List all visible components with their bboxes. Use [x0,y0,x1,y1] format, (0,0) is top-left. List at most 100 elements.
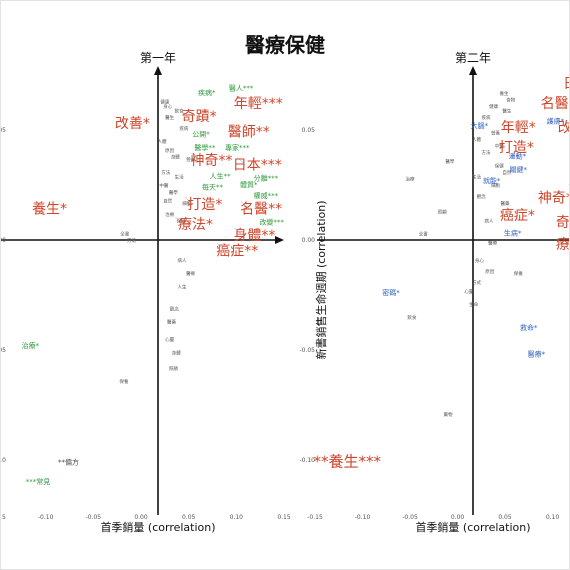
background-word: 食物 [506,96,515,103]
leader-line [234,227,243,236]
background-word: 病人 [484,217,493,224]
background-word: 疾病 [482,114,491,121]
panel-year1: 第一年 -0.15 -0.10 -0.05 0.00 0.05 0.10 0.15 首季銷量 (… [0,51,291,534]
point-label-常見: ***常見 [26,477,51,486]
leader-line [175,216,184,225]
background-word: 心靈 [464,288,473,295]
y-axis-arrow [154,66,162,75]
background-word: 醫療 [488,239,497,246]
leader-line [217,243,226,251]
point-label-大腦: 大腦* [471,121,489,130]
point-label-密碼: 密碼* [382,288,400,297]
background-word: 生活 [175,173,184,180]
x-axis-label: 首季銷量 (correlation) [100,520,215,534]
point-label-療法: 療法* [556,236,570,253]
background-word: 方法 [127,237,136,244]
x-tick-label: 0.00 [134,514,148,521]
background-word: 觀念 [170,305,179,312]
point-label-公開: 公開* [192,131,210,139]
point-label-癌症: 癌症** [216,243,258,259]
background-word: 細胞 [491,182,500,189]
background-word: 健康 [489,103,498,110]
background-word: 健康 [160,99,169,106]
background-word: 保健 [177,217,186,224]
y-tick-label: -0.05 [0,347,6,354]
background-word: 生活 [472,173,481,180]
point-label-身體: 身體** [233,228,275,244]
x-tick-label: 0.10 [546,514,560,521]
background-word: 方式 [472,279,481,286]
background-word: 飲食 [175,107,184,114]
x-tick-label: -0.10 [355,514,371,521]
point-label-醫療: 醫療* [528,350,546,359]
point-label-癌症: 癌症* [500,208,535,224]
background-word: 全書 [120,231,129,238]
point-label-打造: 打造* [499,139,534,156]
point-label-救命: 救命* [520,323,538,332]
leader-line [184,197,194,205]
background-word: 醫藥 [501,200,510,207]
point-label-分離: 分離*** [254,174,279,183]
background-word: 自然 [502,169,511,176]
background-word: 疾病 [179,125,188,132]
point-label-日本: 日本*** [233,158,282,174]
background-word: 身體 [171,154,180,161]
point-label-醫學: 醫學** [194,143,215,152]
point-label-養生: **養生*** [314,453,382,471]
background-word: 中醫 [159,182,168,189]
background-word: 身體 [172,349,181,356]
point-label-護膚: 護膚* [547,116,565,125]
y-axis-arrow [469,66,477,75]
x-axis-arrow [275,236,284,244]
point-label-體質: 體質* [240,180,258,189]
point-label-名醫: 名醫** [240,202,282,218]
background-word: 人體 [472,136,481,143]
background-word: 觀念 [477,193,486,200]
y-tick-label: -0.10 [299,457,315,464]
point-label-醫師: 醫師** [228,125,270,141]
leader-line [237,157,246,165]
point-label-年輕: 年輕* [501,120,536,136]
point-label-療法: 療法* [178,216,213,233]
point-label-改變: 改變*** [259,218,284,227]
x-tick-label: -0.15 [0,514,6,521]
panel-title: 第二年 [455,51,491,65]
background-word: 飲食 [407,314,416,321]
background-word: 身心 [163,103,172,110]
y-tick-label: 0.00 [0,237,6,244]
x-tick-label: 0.15 [277,514,291,521]
background-word: 照顧 [438,209,447,216]
background-word: 照顧 [169,365,178,372]
background-word: 細胞 [182,200,191,207]
point-label-專家: 專家*** [225,143,250,152]
background-word: 身心 [475,257,484,264]
point-label-就能: 就能* [483,176,501,185]
point-label-改善: 改善* [558,120,570,136]
leader-line [178,109,188,117]
background-word: 醫生 [502,107,511,114]
background-word: 醫學 [169,189,178,196]
point-label-神奇: 神奇* [538,190,570,207]
background-word: 保養 [119,378,128,385]
point-label-治療: 治療* [22,341,40,350]
background-word: 醫學 [445,158,454,165]
background-word: 自然 [163,198,172,205]
point-label-生病: 生病* [504,229,522,238]
background-word: 原因 [485,269,494,275]
background-word: 保養 [514,270,523,277]
background-word: 原因 [165,148,174,154]
x-axis-label: 首季銷量 (correlation) [415,520,530,534]
point-label-每天: 每天** [202,182,223,191]
point-label-醫人: 醫人*** [229,84,254,92]
x-tick-label: -0.15 [307,514,323,521]
background-word: 營養 [491,129,500,136]
background-word: 方法 [161,169,170,176]
background-word: 營養 [186,156,195,163]
panel-title: 第一年 [140,51,176,65]
point-label-偏方: **偏方 [58,457,79,466]
leader-line [238,95,247,104]
background-word: 病人 [177,257,186,264]
background-word: 心靈 [165,336,174,343]
point-label-疾病: 疾病* [198,88,216,97]
